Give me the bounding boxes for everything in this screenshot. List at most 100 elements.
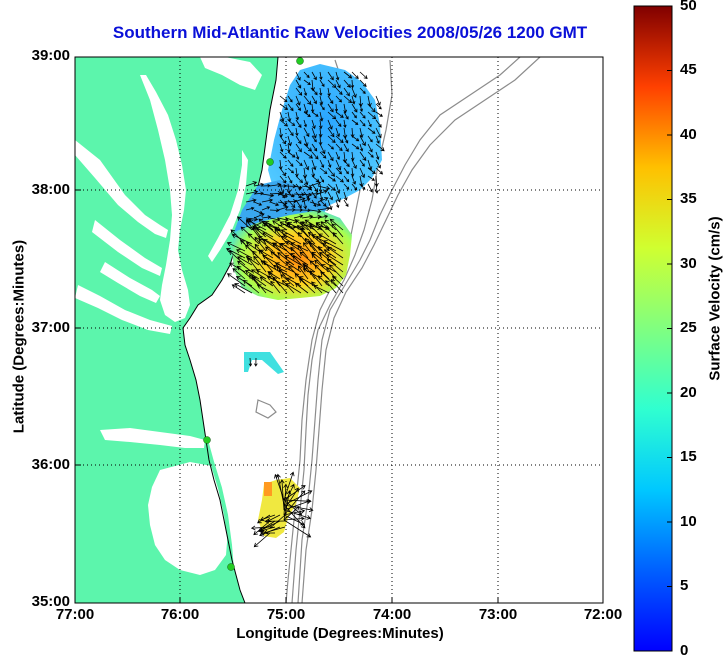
velocity-arrow	[367, 135, 373, 143]
velocity-arrow	[327, 111, 337, 120]
velocity-arrow	[311, 143, 318, 152]
x-axis-label: Longitude (Degrees:Minutes)	[236, 625, 444, 642]
velocity-arrow	[277, 201, 288, 206]
velocity-arrow	[279, 103, 289, 110]
velocity-arrow	[327, 143, 334, 150]
velocity-arrow	[295, 159, 303, 167]
velocity-arrow	[303, 119, 307, 128]
velocity-arrow	[297, 244, 309, 259]
velocity-arrow	[331, 223, 344, 238]
velocity-arrow	[359, 159, 365, 167]
velocity-arrow	[285, 261, 302, 273]
velocity-arrow	[253, 255, 267, 273]
velocity-arrow	[255, 269, 274, 280]
velocity-arrow	[317, 197, 329, 203]
velocity-arrow	[319, 103, 325, 111]
delaware-bay	[200, 57, 262, 90]
radar-station	[266, 158, 274, 166]
y-tick-label: 35:00	[31, 593, 70, 610]
velocity-arrow	[244, 270, 260, 280]
velocity-arrow	[294, 273, 309, 287]
velocity-arrow	[367, 151, 374, 158]
velocity-arrow	[359, 103, 363, 113]
velocity-arrow	[327, 175, 336, 182]
velocity-arrow	[311, 95, 317, 105]
velocity-arrow	[374, 183, 379, 194]
velocity-arrow	[277, 205, 289, 211]
velocity-arrow	[274, 228, 288, 245]
velocity-arrow	[350, 127, 355, 138]
velocity-arrow	[343, 199, 349, 207]
velocity-arrow	[258, 238, 274, 252]
velocity-arrow	[283, 498, 312, 504]
velocity-arrow	[283, 485, 306, 501]
velocity-arrow	[279, 151, 287, 159]
velocity-arrow	[279, 167, 286, 177]
velocity-arrow	[375, 119, 382, 128]
velocity-arrow	[324, 219, 337, 231]
velocity-arrow	[359, 167, 365, 179]
x-tick-label: 74:00	[372, 606, 412, 623]
velocity-arrow	[359, 143, 364, 152]
velocity-vectors	[226, 71, 385, 548]
velocity-arrow	[295, 111, 299, 121]
velocity-arrow	[226, 241, 246, 252]
colorbar-tick-label: 45	[680, 61, 697, 78]
velocity-arrow	[270, 251, 288, 266]
velocity-arrow	[318, 127, 323, 138]
velocity-arrow	[359, 71, 368, 80]
velocity-arrow	[351, 183, 358, 191]
velocity-arrow	[351, 71, 359, 80]
velocity-arrow	[367, 167, 376, 174]
rappahannock-river	[92, 220, 162, 276]
velocity-arrow	[319, 71, 323, 80]
velocity-patch-small	[244, 352, 284, 374]
velocity-arrow	[283, 499, 303, 516]
velocity-arrow	[335, 183, 341, 194]
velocity-arrow	[328, 264, 344, 280]
velocity-arrow	[287, 221, 302, 231]
velocity-arrow	[320, 271, 337, 287]
radar-station	[203, 436, 211, 444]
velocity-arrow	[237, 216, 253, 231]
velocity-arrow	[319, 143, 326, 155]
velocity-arrow	[375, 151, 380, 160]
velocity-arrow	[303, 79, 311, 86]
velocity-arrow	[367, 127, 376, 134]
velocity-arrow	[315, 222, 330, 238]
velocity-arrow	[309, 201, 322, 207]
velocity-arrow	[301, 197, 311, 203]
velocity-arrow	[248, 357, 253, 367]
velocity-arrow	[264, 246, 281, 259]
velocity-arrow	[319, 111, 324, 122]
velocity-arrow	[295, 95, 301, 106]
velocity-arrow	[359, 111, 366, 119]
velocity-arrow	[245, 206, 255, 211]
velocity-arrow	[351, 103, 358, 113]
velocity-arrow	[303, 151, 314, 159]
velocity-arrow	[309, 181, 322, 187]
velocity-arrow	[287, 167, 295, 174]
y-tick-label: 38:00	[31, 181, 70, 198]
velocity-arrow	[327, 79, 337, 89]
velocity-arrow	[293, 197, 306, 203]
colorbar-tick-label: 30	[680, 255, 697, 272]
velocity-arrow	[279, 127, 283, 138]
velocity-arrow	[319, 151, 327, 159]
velocity-arrow	[287, 95, 293, 103]
velocity-arrow	[375, 135, 380, 144]
velocity-arrow	[303, 175, 309, 186]
velocity-arrow	[260, 530, 276, 536]
velocity-arrow	[323, 249, 337, 259]
velocity-arrow	[335, 135, 344, 144]
velocity-arrow	[327, 103, 334, 113]
velocity-arrow	[323, 240, 344, 252]
velocity-arrow	[287, 143, 291, 153]
land-mass	[75, 57, 278, 603]
velocity-arrow	[335, 151, 340, 161]
velocity-arrow	[311, 111, 319, 117]
velocity-arrow	[295, 87, 303, 96]
velocity-arrow	[287, 175, 293, 184]
velocity-arrow	[264, 518, 286, 524]
